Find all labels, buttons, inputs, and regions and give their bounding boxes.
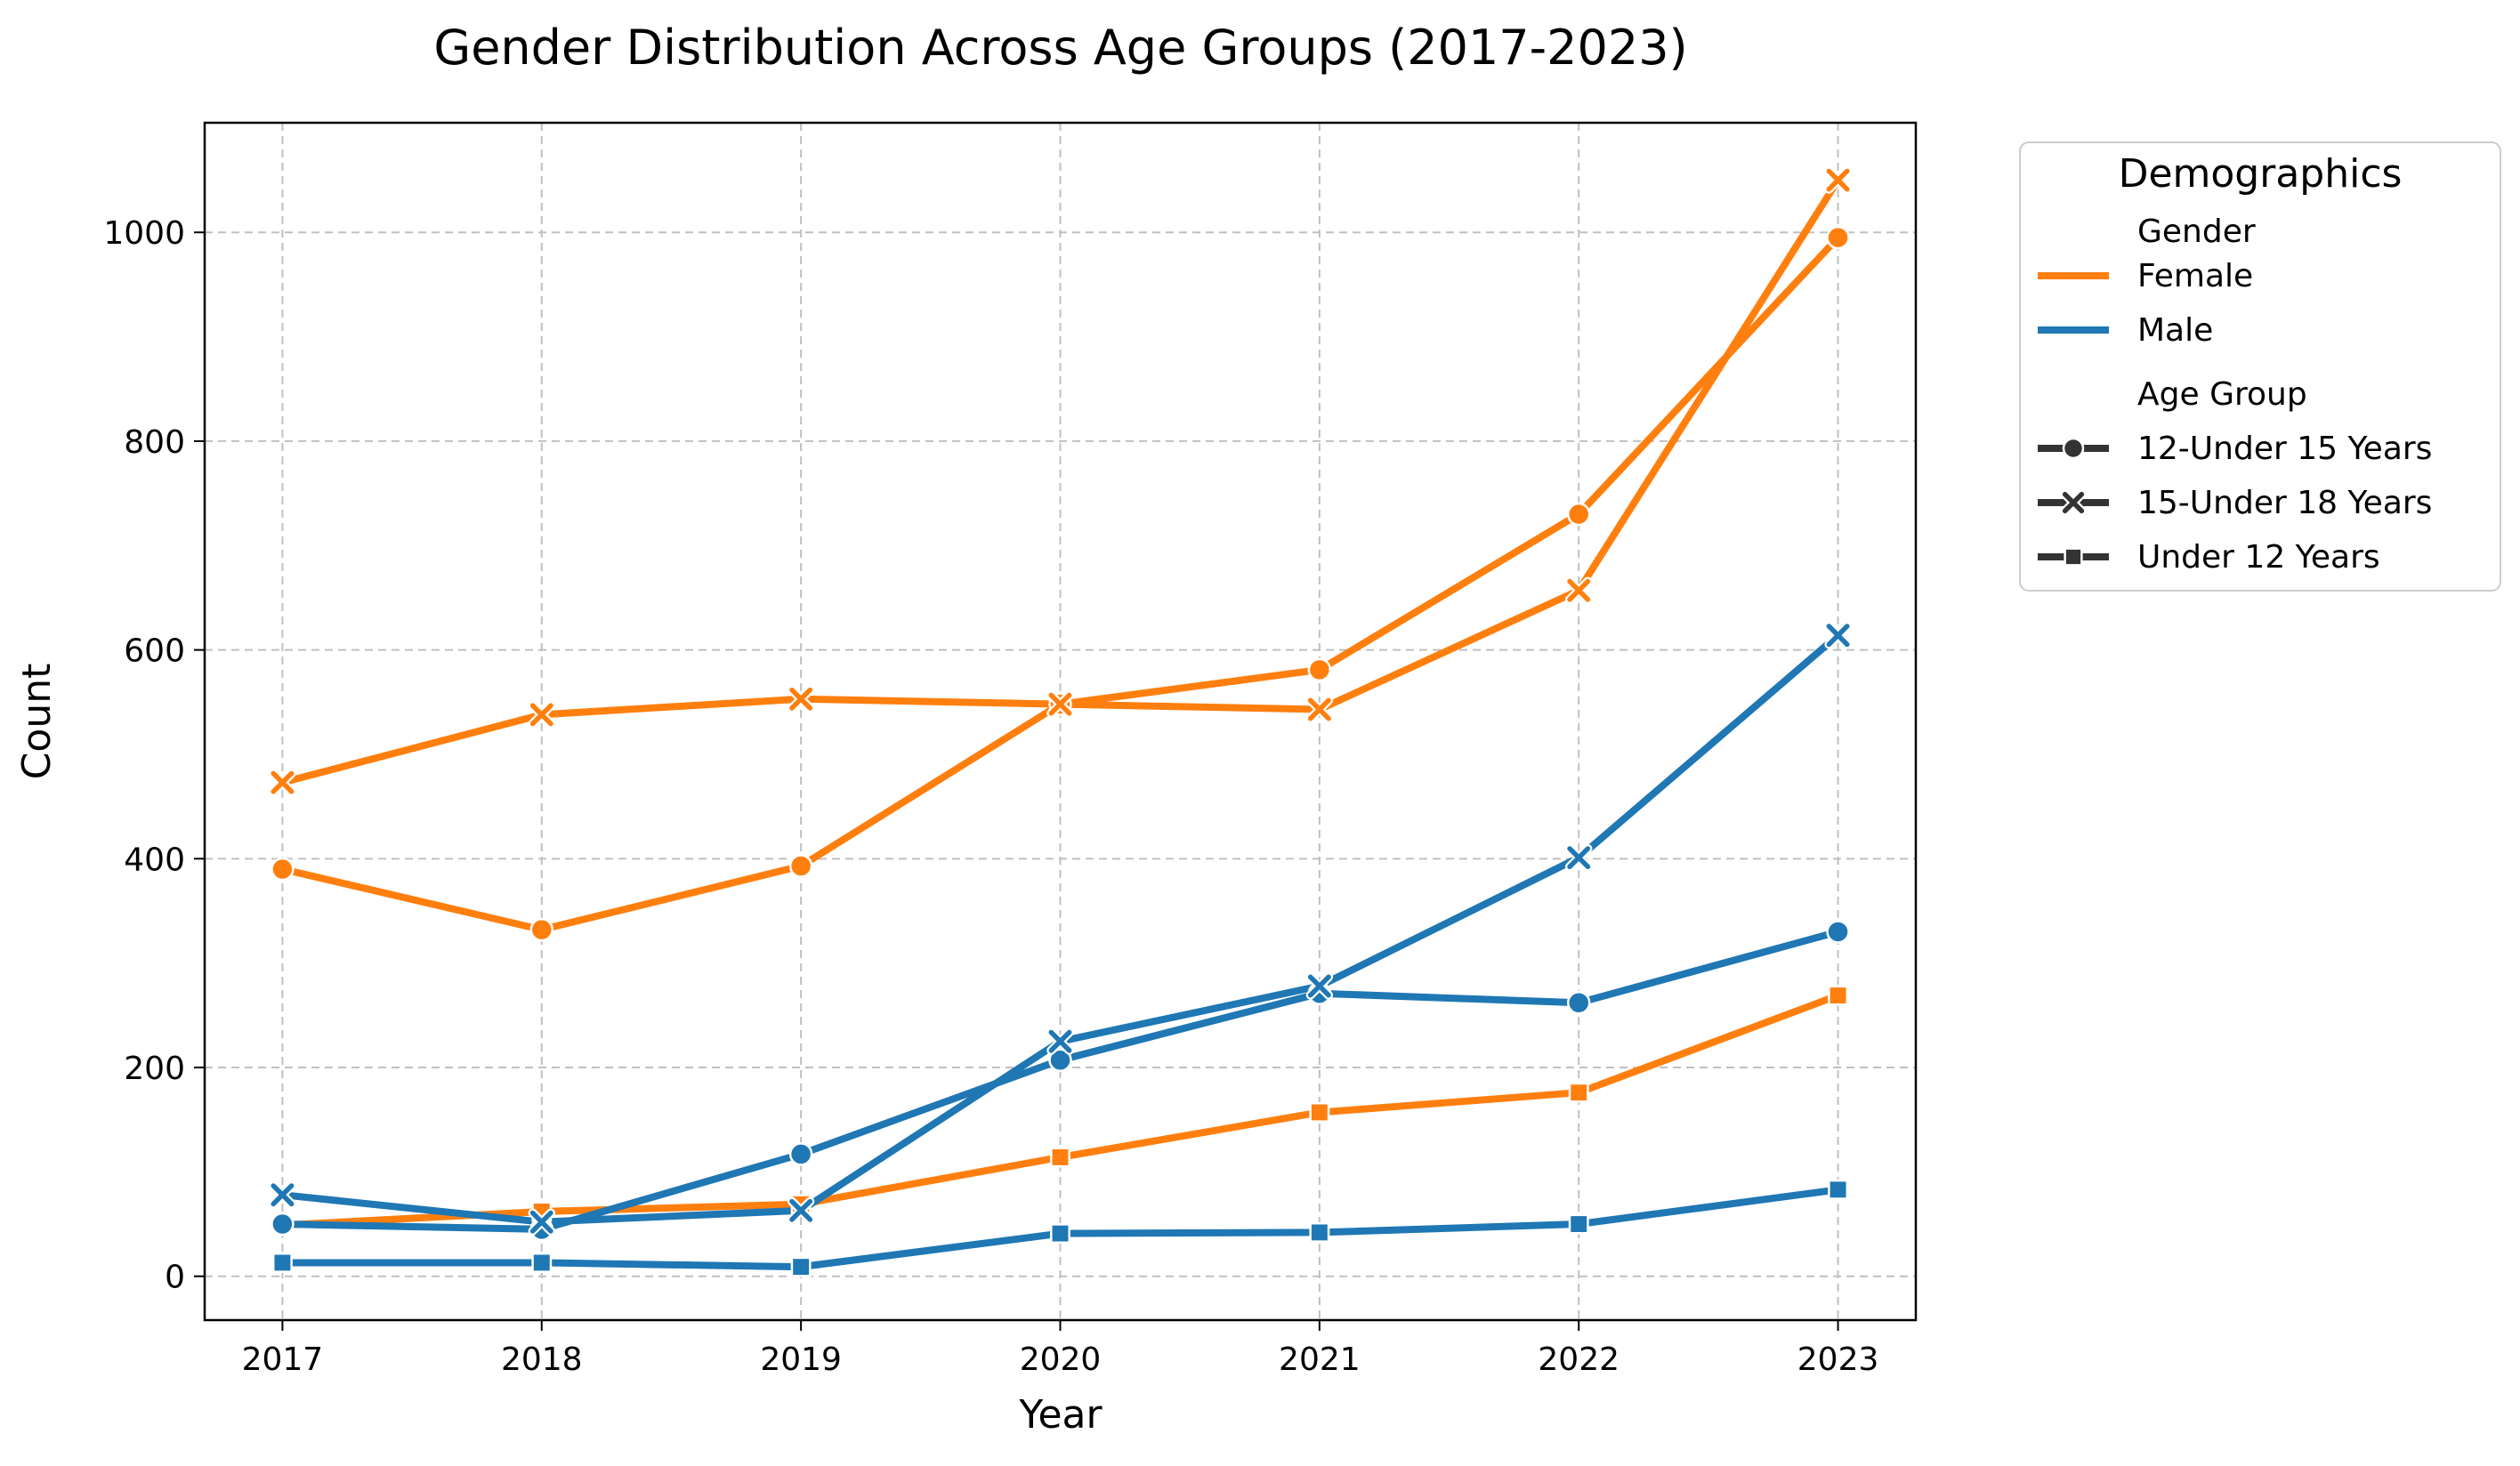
- data-point: [1050, 1147, 1070, 1168]
- data-point: [1568, 1082, 1589, 1103]
- data-point: [1309, 1102, 1330, 1123]
- data-point: [1307, 657, 1332, 682]
- x-tick-label: 2017: [242, 1341, 324, 1378]
- legend-label-12-under-15-years: 12-Under 15 Years: [2137, 431, 2432, 467]
- data-point: [1565, 843, 1593, 872]
- y-tick-label: 400: [124, 842, 185, 878]
- data-point: [1824, 166, 1852, 194]
- data-point: [787, 1196, 815, 1224]
- data-point: [1046, 690, 1074, 718]
- data-point: [1048, 1048, 1072, 1073]
- grid-lines: [205, 123, 1916, 1320]
- data-point: [788, 854, 813, 878]
- x-tick-label: 2019: [760, 1341, 842, 1378]
- legend-age-header: Age Group: [2137, 376, 2307, 413]
- data-point: [787, 685, 815, 713]
- legend-label-15-under-18-years: 15-Under 18 Years: [2137, 485, 2432, 521]
- data-point: [1566, 991, 1591, 1015]
- y-tick-label: 800: [124, 424, 185, 461]
- data-point: [271, 1253, 293, 1273]
- data-point: [269, 769, 296, 796]
- legend: Demographics Gender Female Male Age Group…: [2019, 141, 2501, 592]
- data-point: [1568, 1213, 1589, 1235]
- legend-title: Demographics: [2119, 151, 2403, 197]
- data-point: [1046, 1027, 1074, 1055]
- chart-title: Gender Distribution Across Age Groups (2…: [433, 20, 1687, 76]
- data-point: [269, 1180, 296, 1209]
- y-axis-label: Count: [14, 664, 60, 780]
- legend-box: [2019, 141, 2501, 592]
- data-point: [528, 1208, 555, 1236]
- legend-label-female: Female: [2137, 258, 2253, 294]
- legend-marker-x: [2060, 489, 2087, 516]
- x-tick-label: 2023: [1797, 1341, 1879, 1378]
- data-point: [1828, 1179, 1849, 1200]
- y-tick-label: 200: [124, 1051, 185, 1087]
- data-point: [531, 1253, 553, 1273]
- y-tick-label: 1000: [103, 215, 185, 252]
- data-point: [1828, 985, 1849, 1006]
- x-tick-label: 2020: [1020, 1341, 1102, 1378]
- data-point: [271, 857, 295, 882]
- x-tick-label: 2018: [501, 1341, 583, 1378]
- legend-gender-header: Gender: [2137, 213, 2256, 250]
- data-point: [529, 917, 554, 942]
- data-point: [1566, 502, 1591, 527]
- data-point: [1565, 576, 1593, 604]
- data-point: [788, 1142, 813, 1166]
- data-point: [1305, 972, 1334, 1000]
- y-axis: 0 200 400 600 800 1000: [103, 215, 205, 1296]
- legend-label-under-12-years: Under 12 Years: [2137, 539, 2380, 576]
- y-tick-label: 0: [165, 1260, 185, 1296]
- data-point: [1309, 1221, 1330, 1243]
- x-axis: 2017 2018 2019 2020 2021 2022 2023: [242, 1320, 1879, 1378]
- legend-label-male: Male: [2137, 312, 2213, 349]
- x-tick-label: 2022: [1538, 1341, 1619, 1378]
- series-markers: [269, 166, 1852, 1277]
- data-point: [1826, 920, 1850, 944]
- x-axis-label: Year: [1018, 1392, 1102, 1438]
- y-tick-label: 600: [124, 633, 185, 670]
- legend-marker-circle: [2062, 437, 2085, 460]
- data-point: [528, 701, 555, 729]
- x-tick-label: 2021: [1279, 1341, 1361, 1378]
- data-point: [1050, 1223, 1070, 1244]
- legend-marker-square: [2064, 547, 2083, 567]
- data-point: [271, 1212, 295, 1236]
- data-point: [790, 1256, 812, 1277]
- data-point: [1826, 225, 1850, 250]
- data-point: [1305, 696, 1334, 723]
- data-point: [1824, 621, 1852, 649]
